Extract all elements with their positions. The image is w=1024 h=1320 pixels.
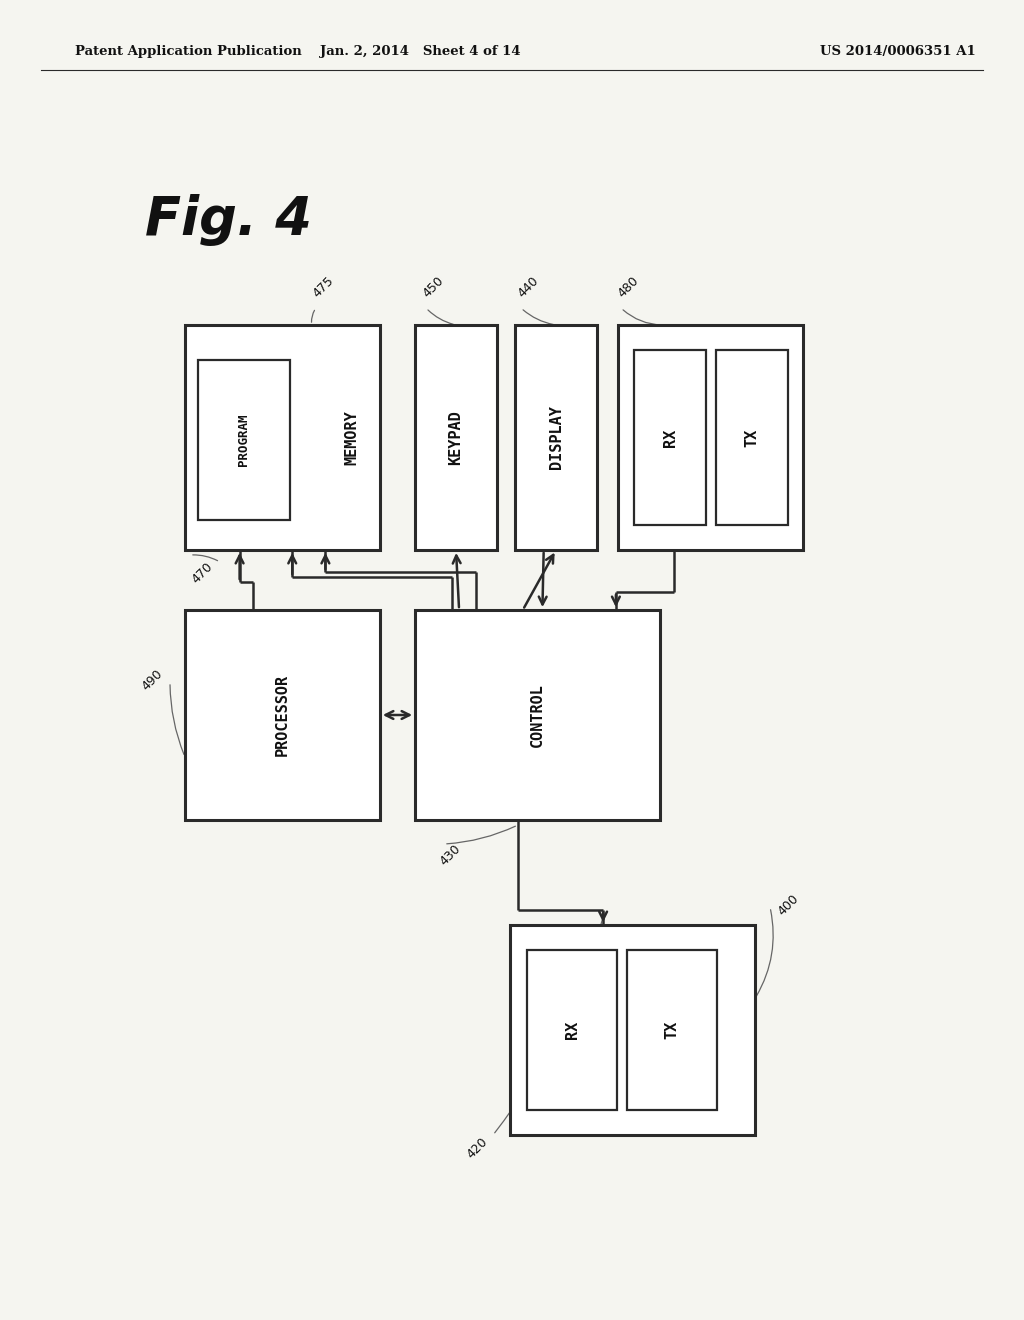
Bar xyxy=(527,950,617,1110)
Bar xyxy=(515,325,597,550)
Text: US 2014/0006351 A1: US 2014/0006351 A1 xyxy=(820,45,976,58)
Text: 400: 400 xyxy=(775,892,801,917)
Bar xyxy=(415,325,497,550)
Text: KEYPAD: KEYPAD xyxy=(449,411,464,465)
Text: 420: 420 xyxy=(464,1135,490,1162)
Bar xyxy=(716,350,788,525)
Text: 475: 475 xyxy=(310,275,336,300)
Bar xyxy=(627,950,717,1110)
Text: 430: 430 xyxy=(437,842,463,869)
Bar xyxy=(618,325,803,550)
Text: 450: 450 xyxy=(420,275,446,300)
Bar xyxy=(198,360,290,520)
Bar xyxy=(634,350,706,525)
Bar xyxy=(510,925,755,1135)
Bar xyxy=(185,610,380,820)
Text: PROCESSOR: PROCESSOR xyxy=(275,675,290,756)
Bar xyxy=(185,325,380,550)
Text: Patent Application Publication: Patent Application Publication xyxy=(75,45,302,58)
Text: 440: 440 xyxy=(515,275,541,300)
Text: TX: TX xyxy=(665,1020,680,1039)
Text: MEMORY: MEMORY xyxy=(344,411,359,465)
Text: DISPLAY: DISPLAY xyxy=(549,405,563,470)
Text: TX: TX xyxy=(744,429,760,446)
Text: PROGRAM: PROGRAM xyxy=(238,413,251,466)
Text: 480: 480 xyxy=(615,275,641,300)
Text: 470: 470 xyxy=(188,560,215,586)
Text: RX: RX xyxy=(564,1020,580,1039)
Text: CONTROL: CONTROL xyxy=(530,682,545,747)
Bar xyxy=(415,610,660,820)
Text: RX: RX xyxy=(663,429,678,446)
Text: Fig. 4: Fig. 4 xyxy=(145,194,312,246)
Text: 490: 490 xyxy=(139,667,165,693)
Text: Jan. 2, 2014   Sheet 4 of 14: Jan. 2, 2014 Sheet 4 of 14 xyxy=(319,45,520,58)
